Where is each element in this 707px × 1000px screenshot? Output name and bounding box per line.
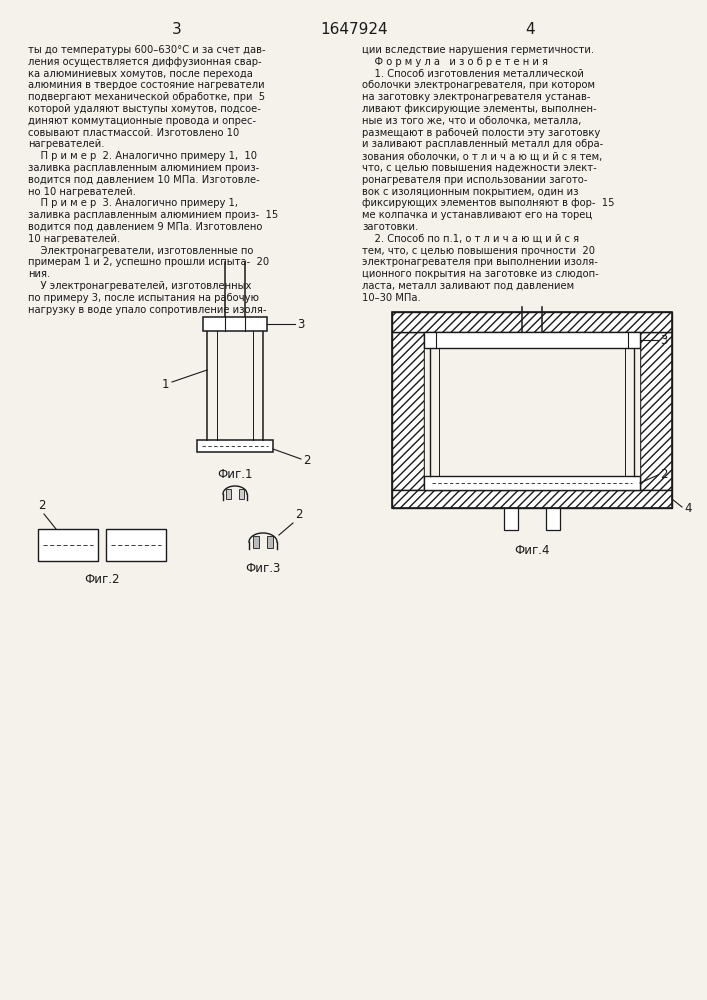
- Text: Фиг.3: Фиг.3: [245, 562, 281, 575]
- Text: ния.: ния.: [28, 269, 50, 279]
- Text: 4: 4: [525, 22, 534, 37]
- Text: совывают пластмассой. Изготовлено 10: совывают пластмассой. Изготовлено 10: [28, 128, 239, 138]
- Bar: [197, 440, 273, 452]
- Text: и заливают расплавленный металл для обра-: и заливают расплавленный металл для обра…: [362, 139, 603, 149]
- Text: Фиг.2: Фиг.2: [84, 573, 119, 586]
- Text: П р и м е р  3. Аналогично примеру 1,: П р и м е р 3. Аналогично примеру 1,: [28, 198, 238, 208]
- Text: 3: 3: [297, 318, 305, 330]
- Text: 2. Способ по п.1, о т л и ч а ю щ и й с я: 2. Способ по п.1, о т л и ч а ю щ и й с …: [362, 234, 579, 244]
- Text: вок с изоляционным покрытием, один из: вок с изоляционным покрытием, один из: [362, 187, 578, 197]
- Text: оболочки электронагревателя, при котором: оболочки электронагревателя, при котором: [362, 80, 595, 90]
- Text: П р и м е р  2. Аналогично примеру 1,  10: П р и м е р 2. Аналогично примеру 1, 10: [28, 151, 257, 161]
- Bar: [640, 332, 672, 490]
- Text: нагрузку в воде упало сопротивление изоля-: нагрузку в воде упало сопротивление изол…: [28, 305, 267, 315]
- Text: ционного покрытия на заготовке из слюдоп-: ционного покрытия на заготовке из слюдоп…: [362, 269, 599, 279]
- Bar: [239, 489, 244, 499]
- Text: но 10 нагревателей.: но 10 нагревателей.: [28, 187, 136, 197]
- Bar: [504, 508, 518, 530]
- Text: заливка расплавленным алюминием произ-  15: заливка расплавленным алюминием произ- 1…: [28, 210, 279, 220]
- Bar: [226, 489, 231, 499]
- Text: тем, что, с целью повышения прочности  20: тем, что, с целью повышения прочности 20: [362, 246, 595, 256]
- Text: подвергают механической обработке, при  5: подвергают механической обработке, при 5: [28, 92, 265, 102]
- Text: 1. Способ изготовления металлической: 1. Способ изготовления металлической: [362, 69, 584, 79]
- Text: 2: 2: [38, 499, 46, 512]
- Text: ласта, металл заливают под давлением: ласта, металл заливают под давлением: [362, 281, 574, 291]
- Text: нагревателей.: нагревателей.: [28, 139, 105, 149]
- Text: по примеру 3, после испытания на рабочую: по примеру 3, после испытания на рабочую: [28, 293, 259, 303]
- Text: ронагревателя при использовании загото-: ронагревателя при использовании загото-: [362, 175, 588, 185]
- Text: ливают фиксирующие элементы, выполнен-: ливают фиксирующие элементы, выполнен-: [362, 104, 597, 114]
- Bar: [203, 317, 267, 331]
- Text: размещают в рабочей полости эту заготовку: размещают в рабочей полости эту заготовк…: [362, 128, 600, 138]
- Bar: [392, 490, 672, 508]
- Bar: [392, 312, 672, 508]
- Text: Фиг.4: Фиг.4: [514, 544, 550, 557]
- Text: на заготовку электронагревателя устанав-: на заготовку электронагревателя устанав-: [362, 92, 590, 102]
- Bar: [392, 312, 672, 332]
- Text: ления осуществляется диффузионная свар-: ления осуществляется диффузионная свар-: [28, 57, 262, 67]
- Bar: [424, 476, 640, 490]
- Text: заготовки.: заготовки.: [362, 222, 419, 232]
- Text: алюминия в твердое состояние нагреватели: алюминия в твердое состояние нагреватели: [28, 80, 264, 90]
- Text: 1: 1: [161, 377, 169, 390]
- Bar: [38, 529, 98, 561]
- Text: Ф о р м у л а   и з о б р е т е н и я: Ф о р м у л а и з о б р е т е н и я: [362, 57, 548, 67]
- Text: заливка расплавленным алюминием произ-: заливка расплавленным алюминием произ-: [28, 163, 259, 173]
- Text: 10–30 МПа.: 10–30 МПа.: [362, 293, 421, 303]
- Text: водится под давлением 10 МПа. Изготовле-: водится под давлением 10 МПа. Изготовле-: [28, 175, 259, 185]
- Text: ка алюминиевых хомутов, после перехода: ка алюминиевых хомутов, после перехода: [28, 69, 253, 79]
- Text: примерам 1 и 2, успешно прошли испыта-  20: примерам 1 и 2, успешно прошли испыта- 2…: [28, 257, 269, 267]
- Text: электронагревателя при выполнении изоля-: электронагревателя при выполнении изоля-: [362, 257, 598, 267]
- Text: фиксирующих элементов выполняют в фор-  15: фиксирующих элементов выполняют в фор- 1…: [362, 198, 614, 208]
- Text: 2: 2: [303, 454, 310, 466]
- Bar: [106, 529, 166, 561]
- Text: У электронагревателей, изготовленных: У электронагревателей, изготовленных: [28, 281, 252, 291]
- Bar: [546, 508, 560, 530]
- Text: 1647924: 1647924: [320, 22, 388, 37]
- Text: Фиг.1: Фиг.1: [217, 468, 252, 481]
- Text: 4: 4: [684, 502, 691, 514]
- Text: зования оболочки, о т л и ч а ю щ и й с я тем,: зования оболочки, о т л и ч а ю щ и й с …: [362, 151, 602, 161]
- Text: 3: 3: [172, 22, 182, 37]
- Bar: [253, 536, 259, 548]
- Bar: [424, 332, 640, 348]
- Bar: [392, 332, 424, 490]
- Bar: [424, 332, 640, 490]
- Text: ные из того же, что и оболочка, металла,: ные из того же, что и оболочка, металла,: [362, 116, 581, 126]
- Text: диняют коммутационные провода и опрес-: диняют коммутационные провода и опрес-: [28, 116, 256, 126]
- Text: ме колпачка и устанавливают его на торец: ме колпачка и устанавливают его на торец: [362, 210, 592, 220]
- Text: 2: 2: [660, 468, 667, 481]
- Text: ты до температуры 600–630°С и за счет дав-: ты до температуры 600–630°С и за счет да…: [28, 45, 266, 55]
- Text: Электронагреватели, изготовленные по: Электронагреватели, изготовленные по: [28, 246, 253, 256]
- Text: 10 нагревателей.: 10 нагревателей.: [28, 234, 120, 244]
- Text: 3: 3: [660, 334, 667, 347]
- Text: что, с целью повышения надежности элект-: что, с целью повышения надежности элект-: [362, 163, 597, 173]
- Text: водится под давлением 9 МПа. Изготовлено: водится под давлением 9 МПа. Изготовлено: [28, 222, 262, 232]
- Text: 2: 2: [295, 508, 303, 521]
- Text: которой удаляют выступы хомутов, подсое-: которой удаляют выступы хомутов, подсое-: [28, 104, 261, 114]
- Text: ции вследствие нарушения герметичности.: ции вследствие нарушения герметичности.: [362, 45, 594, 55]
- Bar: [267, 536, 273, 548]
